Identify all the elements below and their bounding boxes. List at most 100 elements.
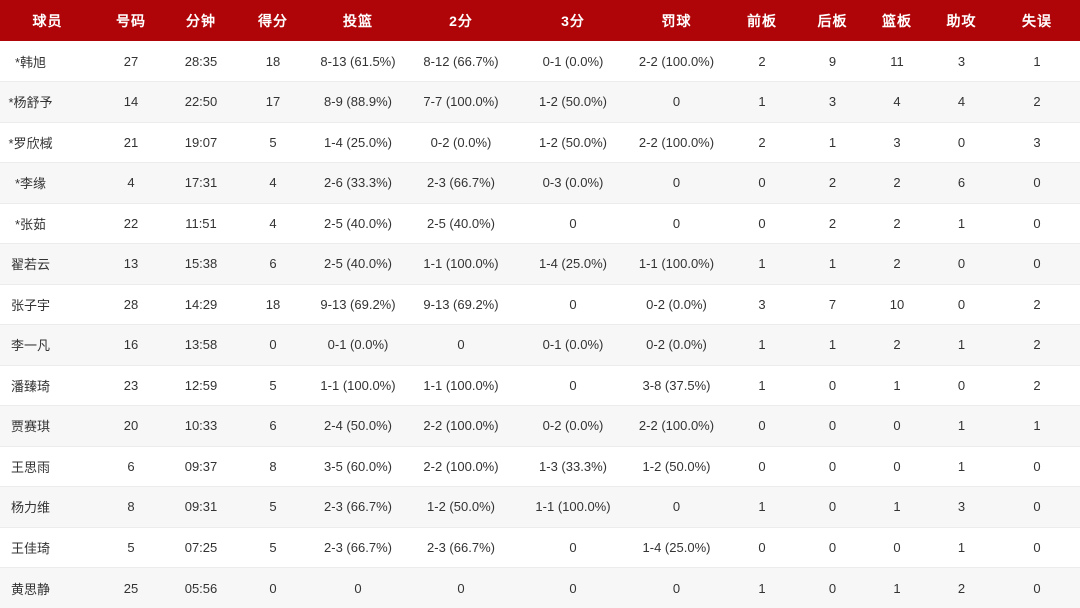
cell-fg: 2-5 (40.0%) — [311, 243, 405, 284]
cell-3pt: 1-4 (25.0%) — [517, 243, 629, 284]
cell-2pt: 0 — [405, 567, 517, 608]
cell-oreb: 0 — [724, 445, 800, 487]
cell-number: 27 — [123, 53, 139, 69]
table-row: 杨力维 8 09:31 5 2-3 (66.7%) 1-2 (50.0%) 1-1 (100… — [0, 486, 1080, 527]
cell-player: *李缘 — [0, 162, 95, 203]
cell-reb: 2 — [865, 162, 929, 203]
table-body: *韩旭 27 28:35 18 8-13 (61.5%) 8-12 (66.7%) 0-1 … — [0, 41, 1080, 608]
cell-fg: 0 — [311, 567, 405, 608]
cell-reb: 1 — [865, 486, 929, 527]
table-row: 王佳琦 5 07:25 5 2-3 (66.7%) 2-3 (66.7%) 0 1-4 (25… — [0, 526, 1080, 568]
cell-3pt: 0-1 (0.0%) — [542, 53, 604, 69]
cell-minutes: 13:58 — [167, 324, 235, 365]
cell-number: 16 — [95, 324, 167, 365]
column-header-ft: 罚球 — [629, 0, 724, 41]
cell-dreb: 0 — [800, 486, 865, 527]
cell-2pt: 2-3 (66.7%) — [405, 526, 517, 568]
cell-ast: 1 — [929, 324, 994, 365]
cell-dreb: 2 — [800, 202, 865, 244]
cell-number: 28 — [95, 283, 167, 325]
cell-points: 5 — [235, 526, 311, 568]
header-row: 球员 号码 分钟 得分 投篮 2分 3分 罚球 前板 后板 篮板 助攻 失误 — [0, 0, 1080, 41]
table-row: *罗欣棫 21 19:07 5 1-4 (25.0%) 0-2 (0.0%) 1-2 (50… — [0, 121, 1080, 163]
column-header-points: 得分 — [235, 0, 311, 41]
cell-2pt: 9-13 (69.2%) — [405, 283, 517, 325]
cell-reb: 0 — [865, 526, 929, 568]
cell-player: 张子宇 — [0, 283, 95, 325]
cell-player: 潘臻琦 — [0, 364, 95, 406]
cell-ft: 0-2 (0.0%) — [629, 283, 724, 325]
cell-tov: 1 — [994, 405, 1080, 446]
column-header-player: 球员 — [0, 0, 95, 41]
cell-points: 0 — [235, 324, 311, 365]
cell-oreb: 1 — [724, 486, 800, 527]
column-header-3pt: 3分 — [517, 0, 629, 41]
cell-tov: 0 — [994, 526, 1080, 568]
cell-3pt: 0 — [517, 364, 629, 406]
cell-tov: 2 — [994, 81, 1080, 122]
cell-number: 8 — [95, 486, 167, 527]
cell-minutes: 22:50 — [167, 81, 235, 122]
cell-reb: 2 — [865, 202, 929, 244]
cell-minutes: 10:33 — [167, 405, 235, 446]
cell-3pt: 0 — [517, 202, 629, 244]
cell-tov: 2 — [994, 283, 1080, 325]
cell-tov: 0 — [994, 162, 1080, 203]
cell-ft: 0 — [629, 81, 724, 122]
cell-tov: 0 — [994, 445, 1080, 487]
cell-3pt: 1-2 (50.0%) — [517, 81, 629, 122]
cell-minutes: 12:59 — [167, 364, 235, 406]
cell-dreb: 0 — [800, 445, 865, 487]
cell-dreb: 0 — [800, 567, 865, 608]
cell-dreb: 1 — [800, 243, 865, 284]
cell-fg: 1-1 (100.0%) — [311, 364, 405, 406]
cell-tov: 3 — [994, 121, 1080, 163]
cell-reb: 1 — [865, 364, 929, 406]
cell-points: 5 — [235, 121, 311, 163]
cell-2pt: 1-2 (50.0%) — [405, 486, 517, 527]
cell-number: 5 — [95, 526, 167, 568]
cell-2pt: 0-2 (0.0%) — [405, 121, 517, 163]
column-header-reb: 篮板 — [865, 0, 929, 41]
cell-ast: 3 — [929, 486, 994, 527]
cell-reb: 0 — [865, 445, 929, 487]
cell-ft: 2-2 (100.0%) — [638, 53, 715, 69]
cell-fg: 1-4 (25.0%) — [311, 121, 405, 163]
cell-minutes: 11:51 — [167, 202, 235, 244]
cell-2pt: 7-7 (100.0%) — [405, 81, 517, 122]
cell-fg: 2-6 (33.3%) — [311, 162, 405, 203]
cell-fg: 2-3 (66.7%) — [311, 526, 405, 568]
cell-points: 17 — [235, 81, 311, 122]
cell-number: 6 — [95, 445, 167, 487]
cell-points: 18 — [265, 53, 281, 69]
cell-dreb: 0 — [800, 526, 865, 568]
cell-ft: 3-8 (37.5%) — [629, 364, 724, 406]
cell-fg: 9-13 (69.2%) — [311, 283, 405, 325]
cell-tov: 0 — [994, 202, 1080, 244]
cell-ast: 0 — [929, 283, 994, 325]
cell-tov: 0 — [994, 243, 1080, 284]
cell-oreb: 3 — [724, 283, 800, 325]
cell-oreb: 1 — [724, 324, 800, 365]
cell-ft: 0 — [629, 202, 724, 244]
cell-ft: 2-2 (100.0%) — [629, 121, 724, 163]
cell-points: 6 — [235, 405, 311, 446]
column-header-ast: 助攻 — [929, 0, 994, 41]
cell-fg: 8-9 (88.9%) — [311, 81, 405, 122]
cell-reb: 2 — [865, 324, 929, 365]
cell-dreb: 2 — [800, 162, 865, 203]
cell-tov: 1 — [1033, 53, 1041, 69]
cell-2pt: 1-1 (100.0%) — [405, 243, 517, 284]
table-row: 李一凡 16 13:58 0 0-1 (0.0%) 0 0-1 (0.0%) 0-2 (0.0… — [0, 324, 1080, 365]
cell-2pt: 2-3 (66.7%) — [405, 162, 517, 203]
cell-3pt: 1-2 (50.0%) — [517, 121, 629, 163]
cell-oreb: 1 — [724, 364, 800, 406]
column-header-dreb: 后板 — [800, 0, 865, 41]
cell-oreb: 2 — [758, 53, 766, 69]
cell-3pt: 0-3 (0.0%) — [517, 162, 629, 203]
cell-oreb: 1 — [724, 567, 800, 608]
table-row: *李缘 4 17:31 4 2-6 (33.3%) 2-3 (66.7%) 0-3 (0.0… — [0, 162, 1080, 203]
cell-tov: 0 — [994, 567, 1080, 608]
cell-points: 8 — [235, 445, 311, 487]
